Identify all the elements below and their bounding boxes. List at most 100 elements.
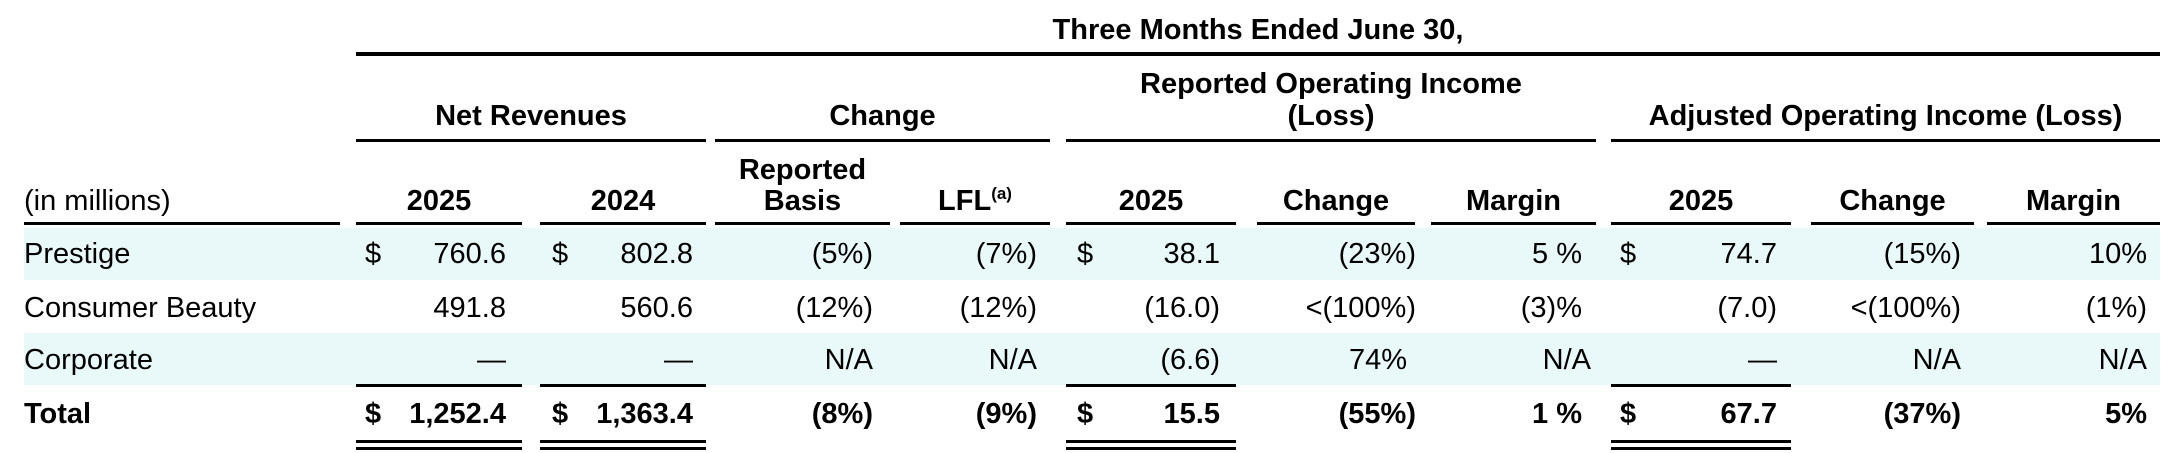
roi-change-value: (23%) (1338, 238, 1416, 270)
chg-lfl-value: (7%) (975, 238, 1037, 270)
period-header: Three Months Ended June 30, (1052, 14, 1464, 46)
header-rule-aoi-change (1811, 222, 1974, 225)
col-reported-basis-line2: Basis (763, 185, 842, 217)
nr-2025-currency: $ (365, 238, 382, 270)
nr-2025-value: 491.8 (433, 292, 506, 324)
chg-reported-value: N/A (824, 344, 873, 376)
chg-lfl-value: (12%) (959, 292, 1037, 324)
total-double-rule-nr-2025-top (356, 440, 522, 443)
nr-2024-currency: $ (552, 238, 569, 270)
roi-2025-value: (6.6) (1160, 344, 1220, 376)
row-band-corporate (24, 333, 2160, 385)
lfl-label: LFL (938, 185, 992, 217)
header-rule-units (24, 222, 340, 225)
roi-change-value: 74% (1348, 344, 1407, 376)
roi-margin-value: 1 % (1532, 398, 1582, 430)
aoi-change-value: <(100%) (1850, 292, 1961, 324)
roi-2025-value: 15.5 (1163, 398, 1220, 430)
roi-change-value: <(100%) (1305, 292, 1416, 324)
row-band-prestige (24, 228, 2160, 280)
group-change: Change (829, 100, 936, 132)
aoi-margin-value: 5% (2105, 398, 2147, 430)
aoi-2025-value: 67.7 (1720, 398, 1777, 430)
subtotal-rule-nr-2024 (540, 384, 706, 387)
row-label-prestige: Prestige (24, 238, 131, 270)
col-roi-2025: 2025 (1118, 185, 1184, 217)
nr-2025-value: 760.6 (433, 238, 506, 270)
header-rule-nr-2025 (356, 222, 522, 225)
row-label-corporate: Corporate (24, 344, 153, 376)
roi-margin-value: N/A (1542, 344, 1591, 376)
col-nr-2025: 2025 (406, 185, 472, 217)
group-adjusted-oi: Adjusted Operating Income (Loss) (1648, 100, 2123, 132)
roi-margin-value: 5 % (1532, 238, 1582, 270)
aoi-margin-value: 10% (2088, 238, 2147, 270)
group-reported-oi-line1: Reported Operating Income (1140, 68, 1522, 100)
nr-2025-currency: $ (365, 398, 382, 430)
group-rule-change (715, 139, 1050, 142)
header-rule-roi-2025 (1066, 222, 1236, 225)
subtotal-rule-nr-2025 (356, 384, 522, 387)
aoi-change-value: (37%) (1883, 398, 1961, 430)
total-double-rule-roi-2025-top (1066, 440, 1236, 443)
header-rule-lfl (900, 222, 1050, 225)
header-rule-aoi-2025 (1611, 222, 1791, 225)
col-lfl: LFL(a) (900, 184, 1050, 217)
roi-2025-value: 38.1 (1163, 238, 1220, 270)
header-rule-reported-basis (715, 222, 890, 225)
roi-2025-currency: $ (1077, 398, 1094, 430)
group-rule-net-revenues (356, 139, 706, 142)
col-aoi-change: Change (1839, 185, 1946, 217)
row-label-consumer-beauty: Consumer Beauty (24, 292, 257, 324)
total-double-rule-aoi-2025-bottom (1611, 447, 1791, 450)
roi-margin-value: (3)% (1520, 292, 1582, 324)
aoi-2025-currency: $ (1620, 238, 1637, 270)
header-rule-roi-change (1257, 222, 1415, 225)
nr-2024-value: — (664, 344, 693, 376)
group-reported-oi-line2: (Loss) (1287, 100, 1375, 132)
header-rule-aoi-margin (1987, 222, 2160, 225)
units-label: (in millions) (24, 185, 171, 217)
roi-2025-currency: $ (1077, 238, 1094, 270)
nr-2024-value: 560.6 (620, 292, 693, 324)
chg-lfl-value: N/A (988, 344, 1037, 376)
chg-lfl-value: (9%) (975, 398, 1037, 430)
col-nr-2024: 2024 (590, 185, 656, 217)
total-double-rule-aoi-2025-top (1611, 440, 1791, 443)
subtotal-rule-aoi-2025 (1611, 384, 1791, 387)
chg-reported-value: (12%) (795, 292, 873, 324)
subtotal-rule-roi-2025 (1066, 384, 1236, 387)
aoi-2025-value: 74.7 (1720, 238, 1777, 270)
col-roi-margin: Margin (1465, 185, 1562, 217)
col-roi-change: Change (1282, 185, 1390, 217)
nr-2024-currency: $ (552, 398, 569, 430)
group-net-revenues: Net Revenues (435, 100, 627, 132)
aoi-change-value: (15%) (1883, 238, 1961, 270)
chg-reported-value: (5%) (811, 238, 873, 270)
header-rule-nr-2024 (540, 222, 706, 225)
period-rule (356, 52, 2160, 56)
nr-2025-value: 1,252.4 (409, 398, 506, 430)
aoi-margin-value: (1%) (2085, 292, 2147, 324)
roi-change-value: (55%) (1338, 398, 1416, 430)
total-double-rule-nr-2024-bottom (540, 447, 706, 450)
row-label-total: Total (24, 398, 92, 430)
chg-reported-value: (8%) (811, 398, 873, 430)
header-rule-roi-margin (1431, 222, 1596, 225)
total-double-rule-roi-2025-bottom (1066, 447, 1236, 450)
lfl-footnote-marker: (a) (991, 184, 1012, 203)
group-rule-reported-oi (1066, 139, 1596, 142)
nr-2025-value: — (477, 344, 506, 376)
col-aoi-2025: 2025 (1668, 185, 1734, 217)
aoi-2025-value: — (1748, 344, 1777, 376)
nr-2024-value: 802.8 (620, 238, 693, 270)
total-double-rule-nr-2024-top (540, 440, 706, 443)
col-aoi-margin: Margin (2025, 185, 2122, 217)
aoi-margin-value: N/A (2098, 344, 2147, 376)
group-rule-adjusted-oi (1611, 139, 2160, 142)
aoi-2025-value: (7.0) (1717, 292, 1777, 324)
col-reported-basis-line1: Reported (738, 154, 867, 186)
roi-2025-value: (16.0) (1144, 292, 1220, 324)
total-double-rule-nr-2025-bottom (356, 447, 522, 450)
aoi-2025-currency: $ (1620, 398, 1637, 430)
